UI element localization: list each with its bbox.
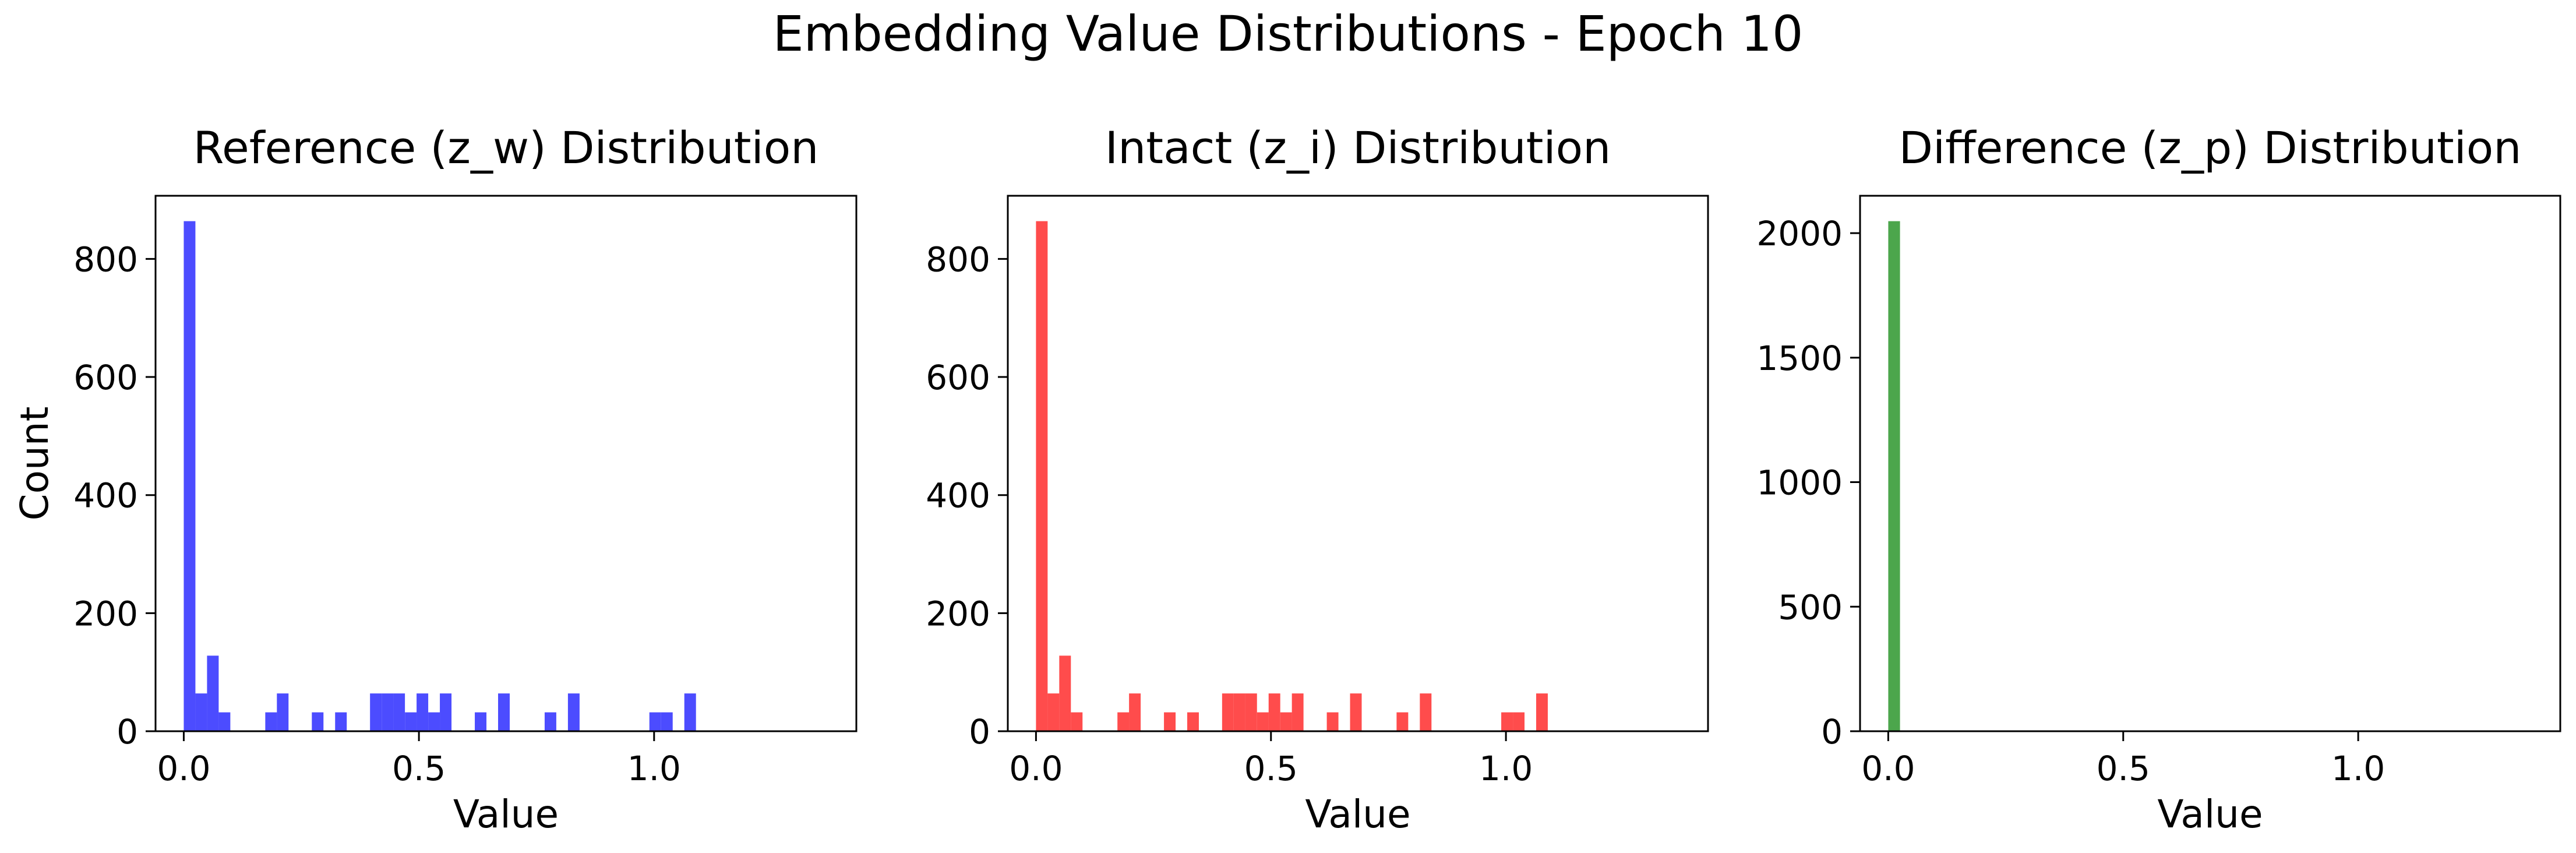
- y-tick-label: 400: [926, 476, 990, 516]
- panel-intact: Intact (z_i) Distribution Value 0.0 0.5 1.…: [926, 122, 1709, 837]
- histogram-bar: [382, 693, 394, 731]
- histogram-bar: [1888, 221, 1900, 731]
- axes-frame: [1859, 195, 2561, 732]
- panel-title: Reference (z_w) Distribution: [193, 122, 819, 174]
- panel-title: Difference (z_p) Distribution: [1899, 122, 2522, 174]
- x-tick-label: 1.0: [1479, 749, 1533, 788]
- histogram-bar: [475, 712, 487, 731]
- y-tick-label: 400: [73, 476, 138, 516]
- panel-title: Intact (z_i) Distribution: [1105, 122, 1611, 174]
- histogram-bar: [1187, 712, 1199, 731]
- panel-reference: Reference (z_w) Distribution Value Count…: [12, 122, 858, 837]
- histogram-bar: [393, 693, 405, 731]
- y-tick-label: 200: [926, 594, 990, 633]
- bars: [1888, 221, 1900, 731]
- y-tick-label: 1500: [1756, 339, 1843, 378]
- x-tick-label: 1.0: [627, 749, 681, 788]
- histogram-bar: [1291, 693, 1304, 731]
- histogram-bar: [195, 693, 207, 731]
- histogram-bar: [1513, 712, 1525, 731]
- x-tick-label: 0.5: [392, 749, 446, 788]
- x-tick-label: 0.5: [1244, 749, 1298, 788]
- histogram-bar: [661, 712, 673, 731]
- histogram-bar: [218, 712, 231, 731]
- histogram-bar: [335, 712, 347, 731]
- histogram-bar: [277, 693, 289, 731]
- y-axis-label: Count: [12, 406, 57, 520]
- histogram-bar: [440, 693, 452, 731]
- histogram-bar: [649, 712, 661, 731]
- x-axis-label: Value: [2157, 792, 2263, 837]
- histogram-bar: [405, 712, 417, 731]
- figure-suptitle: Embedding Value Distributions - Epoch 10: [773, 5, 1804, 62]
- histogram-bar: [1350, 693, 1362, 731]
- histogram-bar: [1059, 655, 1071, 731]
- histogram-bar: [1036, 221, 1048, 731]
- histogram-bar: [312, 712, 324, 731]
- y-tick-label: 800: [73, 239, 138, 279]
- histogram-bar: [1245, 693, 1257, 731]
- axes-frame: [154, 195, 858, 732]
- histogram-bar: [417, 693, 429, 731]
- x-tick-label: 1.0: [2331, 749, 2385, 788]
- histogram-bar: [1047, 693, 1060, 731]
- y-tick-label: 0: [1821, 712, 1843, 752]
- histogram-bar: [265, 712, 277, 731]
- y-tick-label: 600: [926, 358, 990, 397]
- histogram-bar: [370, 693, 382, 731]
- histogram-bar: [207, 655, 219, 731]
- y-tick-label: 500: [1778, 587, 1843, 627]
- histogram-bar: [1396, 712, 1409, 731]
- panel-difference: Difference (z_p) Distribution Value 0.0 0…: [1756, 122, 2561, 837]
- axes-frame: [1007, 195, 1709, 732]
- y-tick-label: 600: [73, 358, 138, 397]
- y-tick-label: 200: [73, 594, 138, 633]
- histogram-bar: [1117, 712, 1130, 731]
- x-tick-label: 0.0: [157, 749, 210, 788]
- x-axis-label: Value: [1305, 792, 1410, 837]
- histogram-bar: [1233, 693, 1245, 731]
- histogram-bar: [1420, 693, 1432, 731]
- histogram-bar: [1164, 712, 1176, 731]
- y-tick-label: 2000: [1756, 214, 1843, 253]
- y-tick-label: 0: [969, 712, 990, 752]
- histogram-bar: [1257, 712, 1269, 731]
- x-axis-label: Value: [453, 792, 559, 837]
- histogram-bar: [684, 693, 696, 731]
- y-tick-label: 0: [117, 712, 138, 752]
- bars: [1036, 221, 1548, 731]
- histogram-bar: [1280, 712, 1292, 731]
- bars: [184, 221, 696, 731]
- x-tick-label: 0.0: [1861, 749, 1915, 788]
- histogram-bar: [498, 693, 510, 731]
- y-tick-label: 1000: [1756, 463, 1843, 503]
- histogram-bar: [1326, 712, 1339, 731]
- histogram-bar: [1536, 693, 1548, 731]
- histogram-bar: [1222, 693, 1234, 731]
- histogram-bar: [1268, 693, 1280, 731]
- histogram-bar: [1501, 712, 1513, 731]
- x-tick-label: 0.0: [1009, 749, 1063, 788]
- histogram-bar: [1129, 693, 1141, 731]
- histogram-bar: [567, 693, 580, 731]
- y-tick-label: 800: [926, 239, 990, 279]
- histogram-bar: [428, 712, 440, 731]
- x-tick-label: 0.5: [2097, 749, 2150, 788]
- histogram-bar: [184, 221, 196, 731]
- histogram-bar: [544, 712, 556, 731]
- histogram-bar: [1071, 712, 1083, 731]
